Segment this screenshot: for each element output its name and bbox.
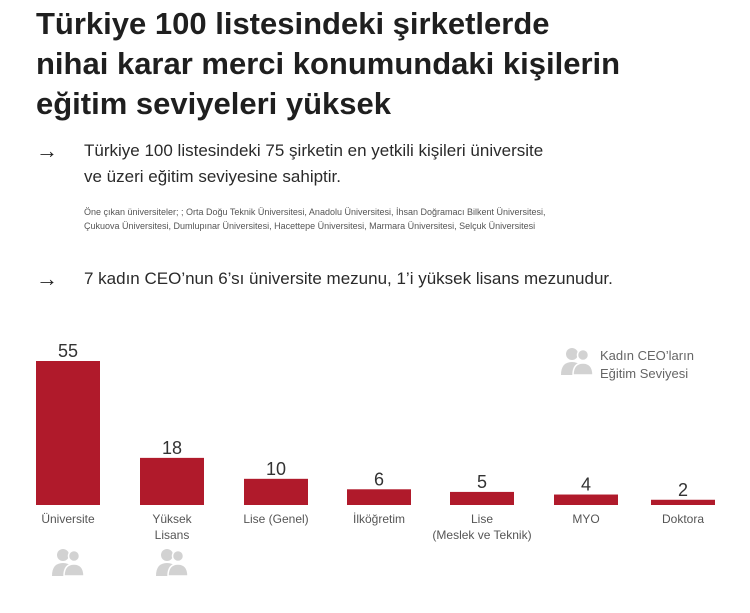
category-label: Yüksek: [152, 512, 192, 526]
bar-value-label: 4: [581, 475, 591, 495]
bar-value-label: 10: [266, 459, 286, 479]
legend-label: Kadın CEO’ların Eğitim Seviyesi: [600, 347, 740, 383]
title-line-2: nihai karar merci konumundaki kişilerin: [36, 46, 621, 81]
category-label: Lise (Genel): [243, 512, 308, 526]
statement-1-line-2: ve üzeri eğitim seviyesine sahiptir.: [84, 167, 342, 186]
bar: [450, 491, 514, 505]
bar-value-label: 55: [58, 341, 78, 361]
statement-1: Türkiye 100 listesindeki 75 şirketin en …: [84, 138, 704, 190]
category-label: MYO: [572, 512, 599, 526]
education-bar-chart: 55 Üniversite 18 Yüksek Lisans 10 Lise (Genel)…: [36, 341, 715, 577]
title-line-1: Türkiye 100 listesindeki şirketlerde: [36, 6, 550, 41]
universities-line-1: Öne çıkan üniversiteler; ; Orta Doğu Tek…: [84, 207, 546, 217]
title-line-3: eğitim seviyeleri yüksek: [36, 86, 392, 121]
bar: [244, 478, 308, 505]
bar-value-label: 2: [678, 480, 688, 500]
universities-line-2: Çukuova Üniversitesi, Dumlupınar Ünivers…: [84, 221, 536, 231]
legend-line-1: Kadın CEO’ların: [600, 348, 694, 363]
category-label: Doktora: [662, 512, 704, 526]
bar: [36, 361, 100, 505]
people-icon: [156, 549, 189, 577]
statement-2: 7 kadın CEO’nun 6’sı üniversite mezunu, …: [84, 269, 613, 288]
people-icon: [561, 348, 594, 376]
people-icon: [52, 549, 85, 577]
bar: [140, 457, 204, 505]
universities-note: Öne çıkan üniversiteler; ; Orta Doğu Tek…: [84, 205, 724, 233]
category-label: (Meslek ve Teknik): [432, 528, 531, 542]
category-label: Lise: [471, 512, 493, 526]
category-label: Üniversite: [41, 512, 95, 526]
bar: [554, 494, 618, 505]
bar: [651, 499, 715, 505]
statement-1-line-1: Türkiye 100 listesindeki 75 şirketin en …: [84, 141, 544, 160]
bar-value-label: 5: [477, 472, 487, 492]
bar: [347, 489, 411, 505]
arrow-icon: →: [36, 266, 58, 291]
legend-line-2: Eğitim Seviyesi: [600, 366, 689, 381]
category-label: Lisans: [155, 528, 190, 542]
bar-value-label: 18: [162, 438, 182, 458]
bar-value-label: 6: [374, 469, 384, 489]
page-title: Türkiye 100 listesindeki şirketlerde nih…: [36, 4, 726, 124]
category-label: İlköğretim: [353, 512, 405, 526]
arrow-icon: →: [36, 138, 58, 163]
